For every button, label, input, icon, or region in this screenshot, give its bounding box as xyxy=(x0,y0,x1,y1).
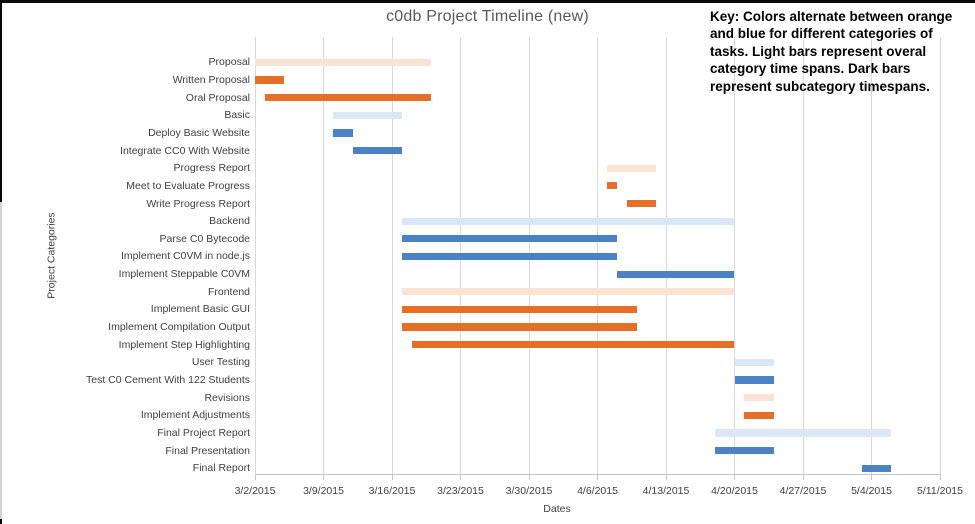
axis-tick xyxy=(254,474,256,480)
x-axis-title: Dates xyxy=(543,503,571,515)
x-axis-line xyxy=(255,474,940,475)
category-label: Basic xyxy=(224,109,250,122)
gridline xyxy=(734,37,735,474)
category-label: Implement Basic GUI xyxy=(150,303,250,316)
x-tick-label: 3/23/2015 xyxy=(437,485,484,497)
task-bar xyxy=(352,146,402,155)
gridline xyxy=(665,37,667,474)
key-note: Key: Colors alternate between orange and … xyxy=(710,8,952,95)
category-label: Meet to Evaluate Progress xyxy=(126,179,250,192)
gridline xyxy=(871,37,872,474)
key-line: represent subcategory timespans. xyxy=(710,78,930,94)
task-bar xyxy=(401,305,637,313)
axis-tick xyxy=(939,474,941,480)
task-bar xyxy=(744,411,774,419)
task-bar xyxy=(734,358,774,366)
x-tick-label: 3/9/2015 xyxy=(303,485,344,497)
key-line: category time spans. Dark bars xyxy=(710,61,911,77)
task-bar xyxy=(264,94,432,102)
gridline xyxy=(939,37,941,474)
category-label: Final Presentation xyxy=(165,444,250,457)
axis-tick xyxy=(597,474,598,480)
category-label: Write Progress Report xyxy=(146,197,250,210)
axis-tick xyxy=(323,474,324,480)
task-bar xyxy=(401,252,618,261)
task-bar xyxy=(255,76,285,84)
category-label: Progress Report xyxy=(173,162,250,175)
x-tick-label: 5/11/2015 xyxy=(917,485,963,497)
screenshot-border-left xyxy=(0,0,2,202)
task-bar xyxy=(734,376,774,384)
category-label: Written Proposal xyxy=(172,73,250,86)
gridline xyxy=(323,37,324,474)
chart-title: c0db Project Timeline (new) xyxy=(386,8,589,25)
key-line: Key: Colors alternate between orange xyxy=(710,9,953,24)
task-bar xyxy=(617,270,735,278)
x-tick-label: 3/2/2015 xyxy=(234,485,276,497)
category-label: Oral Proposal xyxy=(185,91,250,104)
task-bar xyxy=(333,111,402,119)
category-label: Final Project Report xyxy=(157,426,250,439)
x-tick-label: 4/20/2015 xyxy=(711,485,758,497)
task-bar xyxy=(744,394,774,402)
task-bar xyxy=(411,341,735,349)
key-line: tasks. Light bars represent overal xyxy=(710,43,927,59)
category-label: Implement Compilation Output xyxy=(108,321,250,334)
task-bar xyxy=(714,447,774,455)
axis-tick xyxy=(871,474,872,480)
category-label: Test C0 Cement With 122 Students xyxy=(86,374,250,387)
gridline xyxy=(391,37,393,474)
axis-tick xyxy=(391,474,393,480)
key-line: and blue for different categories of xyxy=(710,26,933,42)
category-label: Backend xyxy=(209,215,250,228)
task-bar xyxy=(333,129,353,137)
task-bar xyxy=(401,217,735,225)
x-tick-label: 3/30/2015 xyxy=(505,485,553,497)
category-label: Integrate CC0 With Website xyxy=(120,144,250,157)
x-tick-label: 4/27/2015 xyxy=(779,485,827,497)
category-label: Implement C0VM in node.js xyxy=(121,250,250,263)
axis-tick xyxy=(460,474,461,480)
task-bar xyxy=(626,199,657,208)
x-tick-label: 3/16/2015 xyxy=(368,485,416,497)
task-bar xyxy=(255,58,432,66)
category-label: Deploy Basic Website xyxy=(148,126,250,139)
task-bar xyxy=(714,429,892,437)
axis-tick xyxy=(528,474,530,480)
category-label: Implement Adjustments xyxy=(140,409,250,422)
axis-tick xyxy=(734,474,735,480)
task-bar xyxy=(607,182,618,190)
category-label: Proposal xyxy=(208,56,250,69)
task-bar xyxy=(607,164,657,172)
category-label: Parse C0 Bytecode xyxy=(159,232,250,245)
screenshot-border-corner xyxy=(0,519,2,524)
task-bar xyxy=(401,323,637,331)
task-bar xyxy=(861,464,892,472)
screenshot-border-top xyxy=(0,0,975,3)
category-label: User Testing xyxy=(191,356,250,369)
screenshot-border-left-gray xyxy=(0,202,2,519)
x-tick-label: 4/6/2015 xyxy=(577,485,618,497)
category-label: Final Report xyxy=(192,462,250,475)
axis-tick xyxy=(802,474,804,480)
axis-tick xyxy=(665,474,667,480)
gridline xyxy=(254,37,256,474)
category-label: Implement Step Highlighting xyxy=(118,338,250,351)
task-bar xyxy=(401,288,735,296)
category-label: Revisions xyxy=(204,391,250,404)
task-bar xyxy=(401,235,618,243)
category-label: Implement Steppable C0VM xyxy=(118,268,250,281)
gridline xyxy=(802,37,804,474)
x-tick-label: 4/13/2015 xyxy=(642,485,690,497)
x-tick-label: 5/4/2015 xyxy=(851,485,892,497)
category-label: Frontend xyxy=(207,285,250,298)
